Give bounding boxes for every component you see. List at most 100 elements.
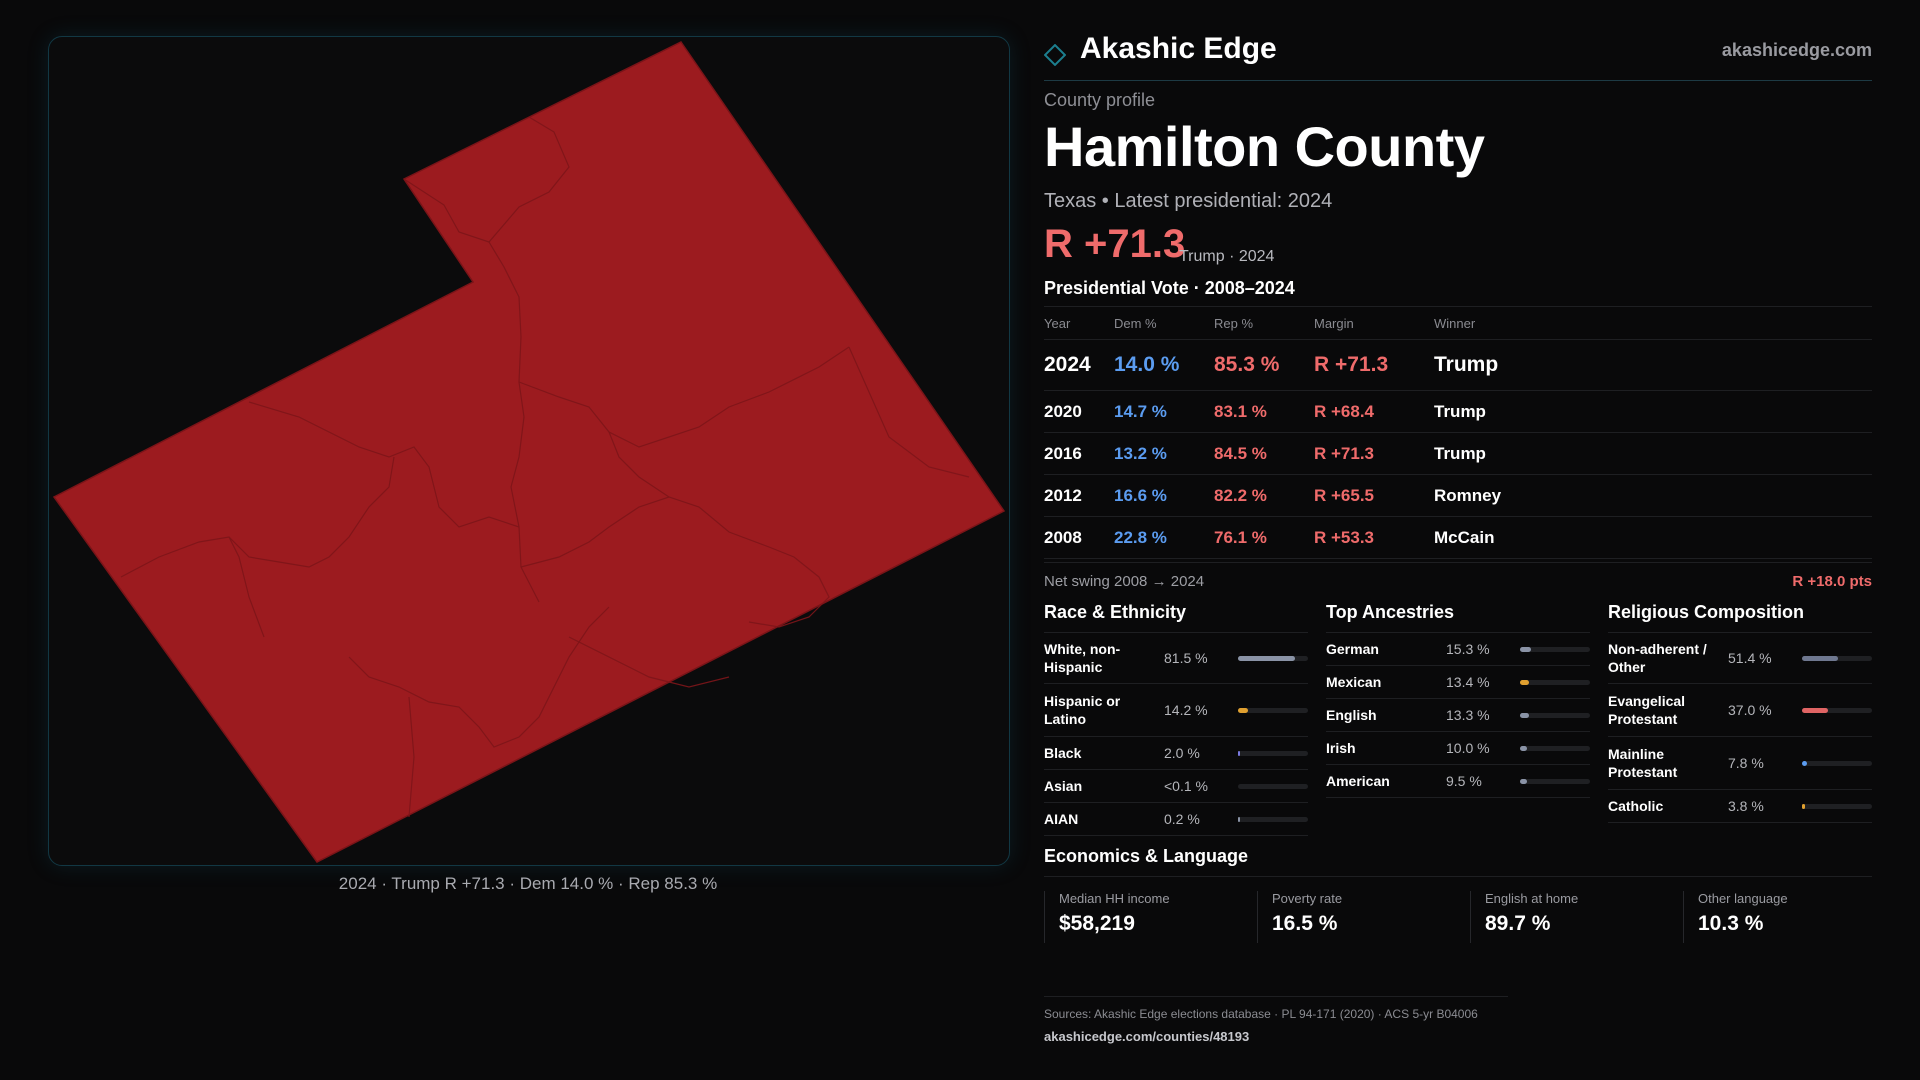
ancestry-list: German 15.3 % Mexican 13.4 % English 13.3 % Ir… bbox=[1326, 632, 1590, 798]
header-margin: Margin bbox=[1314, 315, 1354, 331]
vote-winner: Trump bbox=[1434, 443, 1486, 463]
race-item: AIAN 0.2 % bbox=[1044, 803, 1308, 836]
ancestry-label: Mexican bbox=[1326, 674, 1382, 690]
vote-year: 2020 bbox=[1044, 401, 1082, 421]
county-map-panel[interactable] bbox=[48, 36, 1010, 866]
religion-bar-fill bbox=[1802, 708, 1828, 713]
economics-row: Median HH income $58,219 Poverty rate 16.5 … bbox=[1044, 876, 1872, 947]
map-caption: 2024 · Trump R +71.3 · Dem 14.0 % · Rep … bbox=[338, 874, 718, 893]
religion-title: Religious Composition bbox=[1608, 602, 1804, 622]
race-item: Asian <0.1 % bbox=[1044, 770, 1308, 803]
diamond-icon bbox=[1044, 44, 1066, 66]
ancestry-value: 13.3 % bbox=[1446, 707, 1490, 723]
vote-row-2008[interactable]: 2008 22.8 % 76.1 % R +53.3 McCain bbox=[1044, 517, 1872, 559]
presidential-vote-table: Year Dem % Rep % Margin Winner 2024 14.0 … bbox=[1044, 306, 1872, 559]
vote-rep: 84.5 % bbox=[1214, 443, 1267, 463]
economics-title: Economics & Language bbox=[1044, 846, 1249, 866]
vote-year: 2016 bbox=[1044, 443, 1082, 463]
header-dem: Dem % bbox=[1114, 315, 1157, 331]
ancestry-label: German bbox=[1326, 641, 1379, 657]
ancestry-item: Irish 10.0 % bbox=[1326, 732, 1590, 765]
vote-year: 2012 bbox=[1044, 485, 1082, 505]
table-header: Year Dem % Rep % Margin Winner bbox=[1044, 307, 1872, 340]
vote-rep: 82.2 % bbox=[1214, 485, 1267, 505]
vote-winner: Trump bbox=[1434, 401, 1486, 421]
religion-list: Non-adherent / Other 51.4 % Evangelical Pr… bbox=[1608, 632, 1872, 823]
county-shape[interactable] bbox=[52, 41, 1006, 863]
presidential-vote-title: Presidential Vote · 2008–2024 bbox=[1044, 278, 1295, 298]
county-map[interactable] bbox=[49, 37, 1009, 865]
vote-year: 2024 bbox=[1044, 353, 1091, 376]
latest-margin: R +71.3 bbox=[1044, 222, 1186, 266]
footer: Sources: Akashic Edge elections database… bbox=[1044, 996, 1508, 1044]
vote-margin: R +71.3 bbox=[1314, 443, 1375, 463]
net-swing-label: Net swing 2008 → 2024 bbox=[1044, 573, 1205, 590]
race-bar-track bbox=[1238, 784, 1308, 789]
race-bar-track bbox=[1238, 817, 1308, 822]
economics-value: 89.7 % bbox=[1485, 912, 1551, 935]
economics-cell: English at home 89.7 % bbox=[1470, 891, 1660, 943]
vote-dem: 13.2 % bbox=[1114, 443, 1167, 463]
header-year: Year bbox=[1044, 315, 1071, 331]
ancestry-bar-track bbox=[1520, 713, 1590, 718]
religion-bar-fill bbox=[1802, 656, 1838, 661]
vote-rep: 85.3 % bbox=[1214, 353, 1280, 376]
race-value: 0.2 % bbox=[1164, 811, 1200, 827]
race-title: Race & Ethnicity bbox=[1044, 602, 1187, 622]
race-value: 14.2 % bbox=[1164, 702, 1208, 718]
ancestry-bar-track bbox=[1520, 647, 1590, 652]
race-bar-track bbox=[1238, 751, 1308, 756]
vote-row-2020[interactable]: 2020 14.7 % 83.1 % R +68.4 Trump bbox=[1044, 391, 1872, 433]
religion-bar-fill bbox=[1802, 761, 1808, 766]
race-bar-fill bbox=[1238, 656, 1296, 661]
ancestry-item: Mexican 13.4 % bbox=[1326, 666, 1590, 699]
economics-cell: Other language 10.3 % bbox=[1683, 891, 1873, 943]
ancestry-label: English bbox=[1326, 707, 1377, 723]
profile-panel: Akashic Edge akashicedge.com County prof… bbox=[1044, 0, 1872, 1080]
religion-value: 3.8 % bbox=[1728, 798, 1764, 814]
brand-url-link[interactable]: akashicedge.com bbox=[1721, 40, 1872, 60]
ancestry-bar-fill bbox=[1520, 713, 1530, 718]
religion-item: Evangelical Protestant 37.0 % bbox=[1608, 684, 1872, 737]
vote-row-2024[interactable]: 2024 14.0 % 85.3 % R +71.3 Trump bbox=[1044, 340, 1872, 391]
sources-text: Sources: Akashic Edge elections database… bbox=[1044, 1007, 1478, 1021]
religion-item: Non-adherent / Other 51.4 % bbox=[1608, 633, 1872, 684]
vote-margin: R +68.4 bbox=[1314, 401, 1375, 421]
race-label: Black bbox=[1044, 745, 1082, 761]
race-list: White, non-Hispanic 81.5 % Hispanic or Lat… bbox=[1044, 632, 1308, 836]
religion-value: 51.4 % bbox=[1728, 650, 1772, 666]
economics-cell: Poverty rate 16.5 % bbox=[1257, 891, 1447, 943]
ancestry-item: English 13.3 % bbox=[1326, 699, 1590, 732]
vote-winner: McCain bbox=[1434, 527, 1495, 547]
ancestry-item: American 9.5 % bbox=[1326, 765, 1590, 798]
vote-winner: Romney bbox=[1434, 485, 1502, 505]
net-swing-value: R +18.0 pts bbox=[1792, 573, 1872, 590]
vote-dem: 14.7 % bbox=[1114, 401, 1167, 421]
religion-label: Catholic bbox=[1608, 798, 1664, 814]
page-title: Hamilton County bbox=[1044, 115, 1485, 178]
ancestry-bar-fill bbox=[1520, 647, 1531, 652]
ancestry-bar-fill bbox=[1520, 779, 1527, 784]
vote-margin: R +53.3 bbox=[1314, 527, 1375, 547]
economics-label: English at home bbox=[1485, 891, 1579, 906]
ancestry-value: 15.3 % bbox=[1446, 641, 1490, 657]
county-url-link[interactable]: akashicedge.com/counties/48193 bbox=[1044, 1029, 1250, 1044]
vote-row-2016[interactable]: 2016 13.2 % 84.5 % R +71.3 Trump bbox=[1044, 433, 1872, 475]
vote-rep: 83.1 % bbox=[1214, 401, 1267, 421]
header-rep: Rep % bbox=[1214, 315, 1254, 331]
race-bar-fill bbox=[1238, 708, 1248, 713]
religion-value: 7.8 % bbox=[1728, 755, 1764, 771]
religion-label: Non-adherent / Other bbox=[1608, 641, 1707, 675]
ancestry-bar-fill bbox=[1520, 680, 1530, 685]
ancestry-item: German 15.3 % bbox=[1326, 633, 1590, 666]
ancestry-label: American bbox=[1326, 773, 1390, 789]
economics-label: Poverty rate bbox=[1272, 891, 1343, 906]
religion-value: 37.0 % bbox=[1728, 702, 1772, 718]
ancestry-value: 9.5 % bbox=[1446, 773, 1482, 789]
brand-name[interactable]: Akashic Edge bbox=[1080, 32, 1277, 65]
religion-bar-fill bbox=[1802, 804, 1805, 809]
vote-year: 2008 bbox=[1044, 527, 1082, 547]
vote-winner: Trump bbox=[1434, 353, 1499, 376]
latest-margin-note: Trump · 2024 bbox=[1179, 248, 1275, 265]
vote-row-2012[interactable]: 2012 16.6 % 82.2 % R +65.5 Romney bbox=[1044, 475, 1872, 517]
